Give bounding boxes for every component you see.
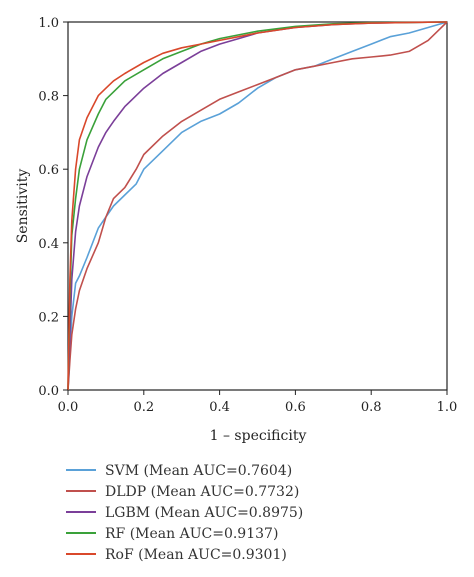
y-tick-label: 0.0 xyxy=(38,384,59,399)
roc-curve-rof xyxy=(67,21,448,391)
roc-curve-lgbm xyxy=(67,21,448,391)
plot-area-frame xyxy=(67,21,448,391)
legend: SVM (Mean AUC=0.7604) DLDP (Mean AUC=0.77… xyxy=(66,463,303,563)
x-tick-label: 0.0 xyxy=(58,400,79,415)
y-tick-label: 0.4 xyxy=(38,237,59,252)
legend-label-dldp: DLDP (Mean AUC=0.7732) xyxy=(105,484,299,500)
legend-label-lgbm: LGBM (Mean AUC=0.8975) xyxy=(105,505,303,521)
roc-curve-svm xyxy=(67,21,448,391)
y-tick-label: 1.0 xyxy=(38,16,59,31)
legend-label-rf: RF (Mean AUC=0.9137) xyxy=(105,526,278,542)
roc-curve-dldp xyxy=(67,21,448,391)
x-tick-label: 0.4 xyxy=(209,400,230,415)
x-tick-label: 0.2 xyxy=(133,400,154,415)
legend-label-svm: SVM (Mean AUC=0.7604) xyxy=(105,463,292,479)
y-tick-label: 0.8 xyxy=(38,90,59,105)
roc-curve-rf xyxy=(67,21,448,391)
y-axis-title: Sensitivity xyxy=(15,169,31,244)
y-tick-label: 0.6 xyxy=(38,163,59,178)
x-tick-label: 0.8 xyxy=(361,400,382,415)
legend-label-rof: RoF (Mean AUC=0.9301) xyxy=(105,547,287,563)
x-tick-label: 1.0 xyxy=(437,400,458,415)
x-axis-title: 1 – specificity xyxy=(210,428,307,444)
x-tick-label: 0.6 xyxy=(285,400,306,415)
y-tick-label: 0.2 xyxy=(38,310,59,325)
